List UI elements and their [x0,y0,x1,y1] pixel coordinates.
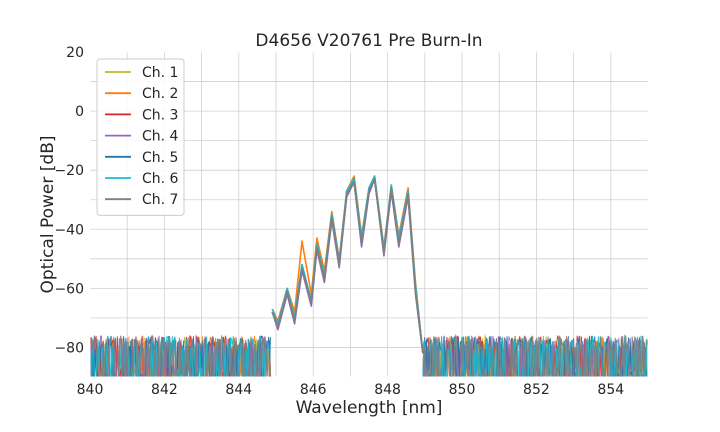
plot-area [89,51,649,378]
x-tick-label: 846 [300,382,327,398]
x-tick-label: 854 [597,382,624,398]
noise-floor [90,333,648,377]
y-tick-label: 20 [66,45,84,61]
x-tick-label: 840 [77,382,104,398]
y-tick-label: −80 [54,340,84,356]
noise-trace [422,333,648,377]
legend: Ch. 1 Ch. 2 Ch. 3 Ch. 4 Ch. 5 Ch. 6 Ch. 7 [96,58,185,216]
noise-trace [90,335,271,377]
legend-label: Ch. 1 [142,65,178,81]
legend-box [96,58,185,216]
y-axis-ticks: 20 0 −20 −40 −60 −80 [54,45,84,356]
noise-trace [90,334,271,377]
x-tick-label: 852 [523,382,550,398]
y-tick-label: −20 [54,163,84,179]
x-tick-label: 848 [374,382,401,398]
chart-title: D4656 V20761 Pre Burn-In [255,31,482,51]
y-tick-label: −60 [54,281,84,297]
x-axis-ticks: 840 842 844 846 848 850 852 854 [77,382,625,398]
noise-trace [90,335,271,377]
series-lines [271,175,424,354]
y-axis-title: Optical Power [dB] [38,136,58,294]
series-line-7 [271,178,424,354]
x-tick-label: 850 [449,382,476,398]
noise-trace [422,335,648,377]
x-axis-title: Wavelength [nm] [296,398,443,418]
x-tick-label: 844 [225,382,252,398]
legend-label: Ch. 4 [142,129,179,145]
y-tick-label: −40 [54,222,84,238]
x-tick-label: 842 [151,382,178,398]
legend-label: Ch. 6 [142,171,179,187]
legend-label: Ch. 3 [142,107,178,123]
y-tick-label: 0 [75,104,84,120]
legend-label: Ch. 2 [142,86,178,102]
legend-label: Ch. 5 [142,150,178,166]
legend-label: Ch. 7 [142,192,178,208]
